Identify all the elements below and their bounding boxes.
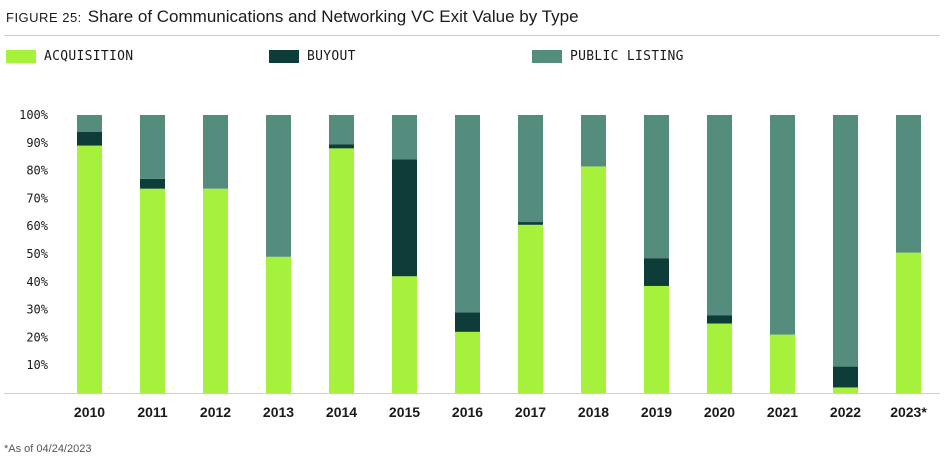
bar-public-listing-2016 — [455, 115, 480, 313]
bar-acquisition-2012 — [203, 188, 228, 393]
legend-swatch-acquisition — [6, 49, 36, 63]
y-tick-label: 20% — [26, 330, 48, 344]
bar-buyout-2019 — [644, 258, 669, 286]
y-tick-label: 90% — [26, 136, 48, 150]
bar-public-listing-2012 — [203, 115, 228, 189]
legend-swatch-public-listing — [532, 49, 562, 63]
y-tick-label: 10% — [26, 358, 48, 372]
chart-title: FIGURE 25: Share of Communications and Ne… — [6, 7, 579, 27]
bar-public-listing-2018 — [581, 115, 606, 167]
bar-public-listing-2011 — [140, 115, 165, 179]
bar-buyout-2011 — [140, 178, 165, 189]
x-tick-label: 2018 — [578, 404, 609, 420]
legend-item-buyout: BUYOUT — [269, 47, 356, 65]
bar-acquisition-2020 — [707, 323, 732, 393]
bar-public-listing-2020 — [707, 115, 732, 316]
x-tick-label: 2012 — [200, 404, 231, 420]
y-tick-label: 50% — [26, 247, 48, 261]
bar-buyout-2020 — [707, 315, 732, 324]
legend-item-acquisition: ACQUISITION — [6, 47, 133, 65]
bar-acquisition-2010 — [77, 145, 102, 393]
bar-public-listing-2010 — [77, 115, 102, 132]
footnote: *As of 04/24/2023 — [4, 443, 92, 455]
bar-acquisition-2017 — [518, 224, 543, 393]
y-tick-label: 100% — [19, 108, 49, 122]
x-tick-label: 2010 — [74, 404, 105, 420]
bar-acquisition-2022 — [833, 387, 858, 393]
y-tick-label: 70% — [26, 191, 48, 205]
x-tick-label: 2022 — [830, 404, 861, 420]
figure-title-text: Share of Communications and Networking V… — [87, 7, 579, 26]
legend-label-acquisition: ACQUISITION — [44, 48, 134, 64]
bar-acquisition-2021 — [770, 334, 795, 393]
legend-item-public-listing: PUBLIC LISTING — [532, 47, 684, 65]
bar-buyout-2014 — [329, 144, 354, 149]
bar-public-listing-2021 — [770, 115, 795, 335]
x-tick-label: 2019 — [641, 404, 672, 420]
bar-public-listing-2019 — [644, 115, 669, 259]
bar-acquisition-2013 — [266, 256, 291, 393]
bar-buyout-2015 — [392, 159, 417, 277]
y-tick-label: 80% — [26, 164, 48, 178]
x-tick-label: 2023* — [890, 404, 927, 420]
legend-label-public-listing: PUBLIC LISTING — [570, 48, 684, 64]
bar-buyout-2017 — [518, 222, 543, 225]
bar-buyout-2016 — [455, 312, 480, 332]
stacked-bar-chart: 10% 20% 30% 40% 50% 60% 70% 80% 90% 100% 2010 2011 2… — [4, 108, 940, 420]
bar-acquisition-2015 — [392, 276, 417, 393]
bar-public-listing-2017 — [518, 115, 543, 223]
bar-public-listing-2022 — [833, 115, 858, 367]
x-tick-label: 2021 — [767, 404, 798, 420]
y-tick-label: 30% — [26, 303, 48, 317]
bar-acquisition-2018 — [581, 166, 606, 393]
bar-acquisition-2014 — [329, 148, 354, 393]
bar-acquisition-2011 — [140, 188, 165, 393]
x-tick-label: 2016 — [452, 404, 483, 420]
title-divider — [4, 35, 940, 36]
legend-swatch-buyout — [269, 49, 299, 63]
x-tick-label: 2011 — [137, 404, 168, 420]
bar-public-listing-2015 — [392, 115, 417, 160]
figure-label: FIGURE 25: — [6, 10, 82, 25]
x-tick-label: 2014 — [326, 404, 357, 420]
bar-acquisition-2016 — [455, 331, 480, 393]
legend-label-buyout: BUYOUT — [307, 48, 356, 64]
x-tick-label: 2017 — [515, 404, 546, 420]
bar-public-listing-2013 — [266, 115, 291, 257]
bar-public-listing-2023 — [896, 115, 921, 253]
bar-buyout-2010 — [77, 131, 102, 146]
bar-acquisition-2023 — [896, 252, 921, 393]
x-tick-label: 2013 — [263, 404, 294, 420]
bar-buyout-2022 — [833, 366, 858, 388]
x-tick-label: 2015 — [389, 404, 420, 420]
y-tick-label: 60% — [26, 219, 48, 233]
y-tick-label: 40% — [26, 275, 48, 289]
bar-public-listing-2014 — [329, 115, 354, 145]
bar-acquisition-2019 — [644, 285, 669, 393]
x-tick-label: 2020 — [704, 404, 735, 420]
